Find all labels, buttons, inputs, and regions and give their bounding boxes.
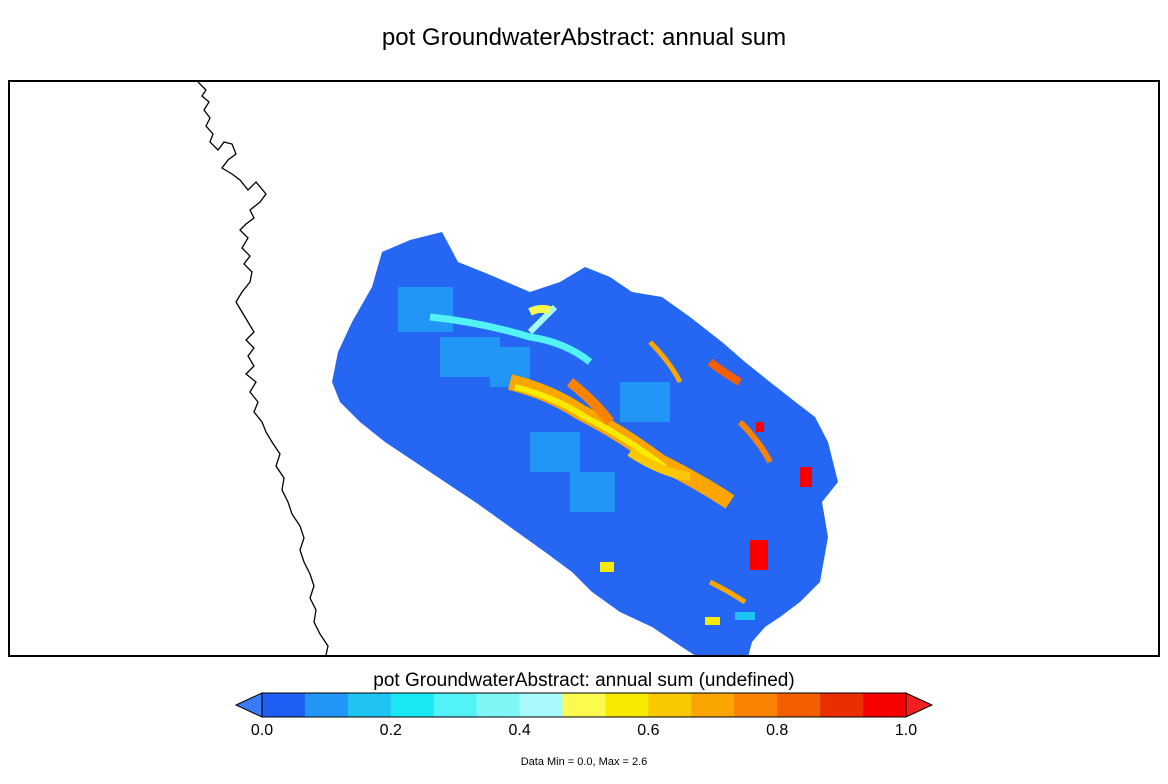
colorbar-tick-label: 0.8 <box>766 722 789 739</box>
colorbar-under-arrow <box>234 692 263 718</box>
colorbar <box>234 692 934 718</box>
colorbar-segment <box>262 693 306 717</box>
colorbar-segment <box>347 693 392 717</box>
colorbar-tick-label: 0.2 <box>379 722 402 739</box>
colorbar-segment <box>519 693 564 717</box>
colorbar-segment <box>390 693 435 717</box>
colorbar-segment <box>863 693 907 717</box>
colorbar-tick-label: 0.0 <box>250 722 274 739</box>
colorbar-segment <box>734 693 778 717</box>
basin-detail <box>398 232 812 625</box>
colorbar-over-arrow <box>905 692 934 718</box>
colorbar-segment <box>476 693 521 717</box>
colorbar-segment <box>605 693 649 717</box>
colorbar-segment <box>820 693 864 717</box>
colorbar-title: pot GroundwaterAbstract: annual sum (und… <box>373 670 795 691</box>
data-stats: Data Min = 0.0, Max = 2.6 <box>520 756 648 768</box>
coastline <box>197 82 329 655</box>
colorbar-segment <box>777 693 821 717</box>
colorbar-tick-label: 1.0 <box>894 722 918 739</box>
colorbar-tick-label: 0.4 <box>508 722 531 739</box>
map-frame <box>8 80 1160 657</box>
colorbar-border <box>261 692 907 718</box>
map-canvas <box>197 82 838 655</box>
colorbar-segment <box>562 693 606 717</box>
colorbar-segment <box>304 693 349 717</box>
map-title: pot GroundwaterAbstract: annual sum <box>381 24 787 51</box>
colorbar-tick-label: 0.6 <box>637 722 660 739</box>
colorbar-segment <box>433 693 478 717</box>
colorbar-segment <box>648 693 692 717</box>
colorbar-segment <box>691 693 735 717</box>
